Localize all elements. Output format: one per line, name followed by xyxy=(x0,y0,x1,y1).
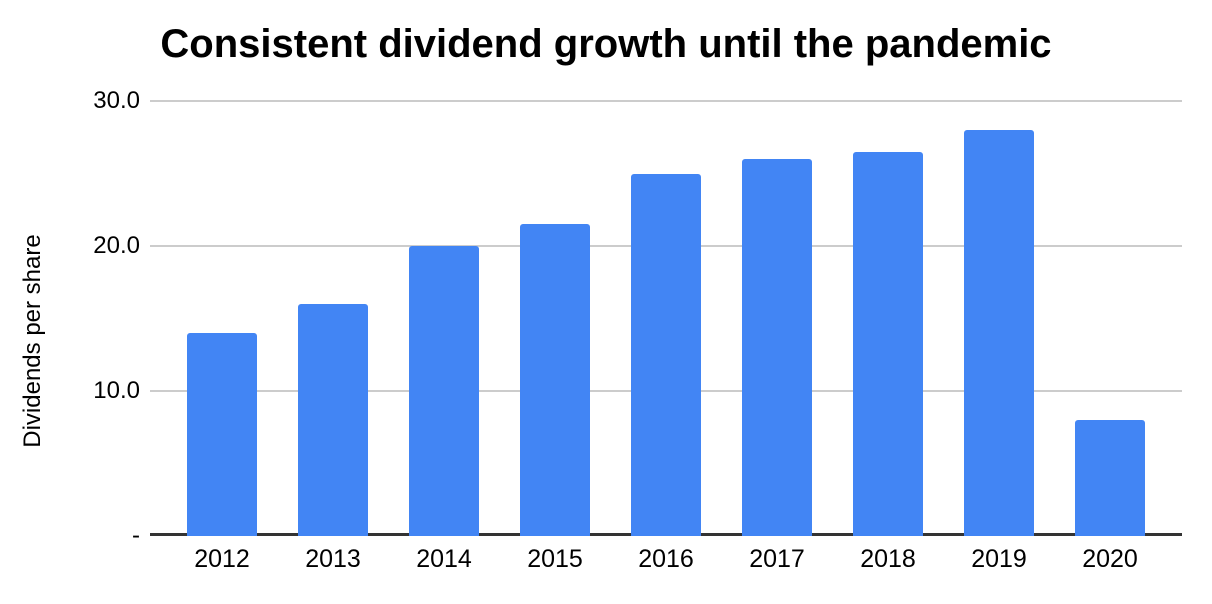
y-tick-label: 10.0 xyxy=(93,377,140,404)
x-tick-label: 2013 xyxy=(305,545,361,573)
x-tick-label: 2018 xyxy=(860,545,916,573)
y-axis-title: Dividends per share xyxy=(19,234,46,448)
chart-title: Consistent dividend growth until the pan… xyxy=(160,22,1052,66)
gridline xyxy=(150,100,1182,102)
bar-2016 xyxy=(631,173,701,536)
bar-2012 xyxy=(187,333,257,536)
x-tick-label: 2020 xyxy=(1082,545,1138,573)
x-tick-label: 2012 xyxy=(194,545,250,573)
bar-2017 xyxy=(742,159,812,536)
bar-2018 xyxy=(853,151,923,536)
y-tick-label: 30.0 xyxy=(93,87,140,114)
bar-2014 xyxy=(409,246,479,536)
x-tick-label: 2015 xyxy=(527,545,583,573)
x-tick-label: 2016 xyxy=(638,545,694,573)
y-tick-label: 20.0 xyxy=(93,232,140,259)
bar-2013 xyxy=(298,304,368,536)
y-tick-label: - xyxy=(132,522,140,549)
plot-area xyxy=(150,100,1182,536)
bar-2019 xyxy=(964,130,1034,536)
x-tick-label: 2019 xyxy=(971,545,1027,573)
bar-2020 xyxy=(1075,420,1145,536)
bar-2015 xyxy=(520,224,590,536)
x-tick-label: 2017 xyxy=(749,545,805,573)
x-tick-label: 2014 xyxy=(416,545,472,573)
